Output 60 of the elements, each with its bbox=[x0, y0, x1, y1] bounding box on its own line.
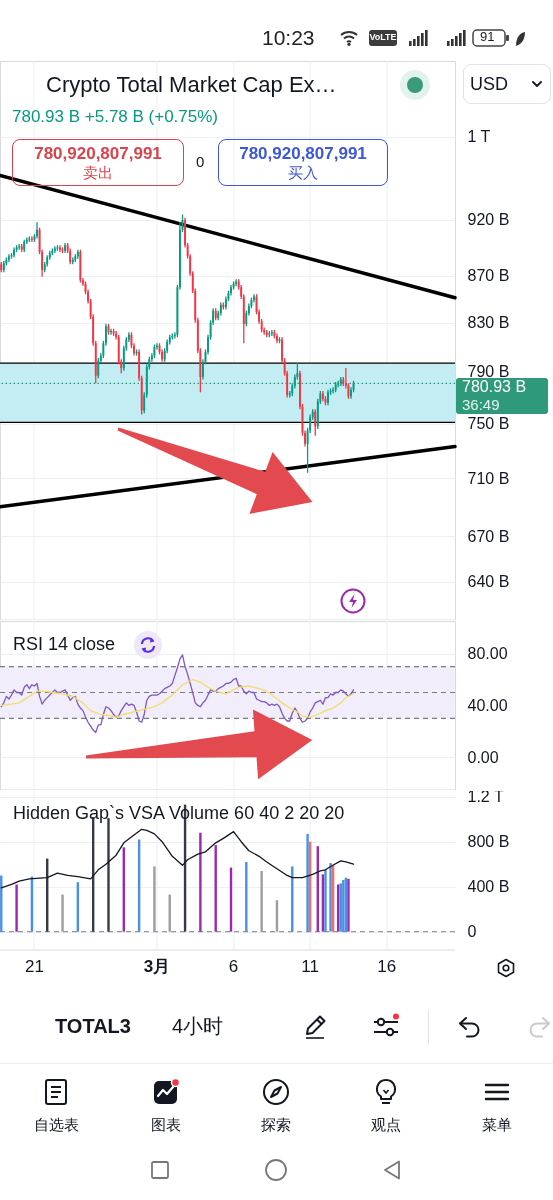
text: 91 bbox=[480, 29, 495, 45]
button[interactable]: 780,920,807,991 卖出 bbox=[12, 139, 184, 186]
text: 10:23 bbox=[262, 26, 315, 51]
text: TOTAL3 bbox=[55, 1015, 131, 1038]
ref-line-label: 780.93 B bbox=[462, 378, 527, 397]
candlestick bbox=[110, 328, 112, 336]
text: 36:49 bbox=[462, 396, 500, 414]
text: 4小时 bbox=[172, 1015, 224, 1038]
y-tick-label: 400 B bbox=[467, 878, 510, 896]
y-tick-label: 790 B bbox=[467, 363, 510, 381]
y-tick-label: 640 B bbox=[467, 573, 510, 591]
annotation: 780,920,807,991 bbox=[33, 144, 163, 164]
candlestick bbox=[59, 244, 61, 253]
candlestick bbox=[230, 284, 232, 297]
candlestick bbox=[97, 357, 100, 379]
candlestick bbox=[56, 244, 59, 252]
button[interactable]: 780,920,807,991 买入 bbox=[218, 139, 388, 186]
annotation: 买入 bbox=[287, 164, 319, 182]
y-tick-label: 830 B bbox=[467, 314, 510, 332]
annotation: 卖出 bbox=[82, 164, 114, 182]
text: 观点 bbox=[371, 1116, 401, 1134]
candlestick bbox=[7, 253, 10, 263]
candlestick bbox=[153, 343, 156, 359]
y-tick-label: 40.00 bbox=[467, 696, 508, 714]
text: RSI 14 close bbox=[13, 634, 116, 654]
y-tick-label: 670 B bbox=[467, 527, 510, 545]
y-tick-label: 710 B bbox=[467, 469, 510, 487]
text: 780.93 B +5.78 B (+0.75%) bbox=[12, 107, 219, 126]
y-tick-label: 0 bbox=[467, 923, 477, 941]
candlestick bbox=[135, 348, 138, 357]
annotation: 0 bbox=[196, 153, 205, 171]
y-tick-label: 0.00 bbox=[467, 748, 499, 766]
text: Crypto Total Market Cap Ex… bbox=[46, 72, 337, 97]
candlestick bbox=[112, 328, 115, 337]
text: 自选表 bbox=[33, 1116, 79, 1134]
y-tick-label: 800 B bbox=[467, 833, 510, 851]
text: VoLTE bbox=[369, 32, 397, 43]
x-tick-label: 6 bbox=[228, 957, 239, 976]
annotation: 780,920,807,991 bbox=[238, 144, 368, 164]
y-tick-label: 870 B bbox=[467, 267, 510, 285]
candlestick bbox=[13, 246, 15, 259]
line-series bbox=[0, 654, 355, 734]
candlestick bbox=[273, 329, 276, 340]
candlestick bbox=[276, 332, 278, 344]
x-tick-label: 3月 bbox=[143, 957, 171, 976]
text: 探索 bbox=[261, 1116, 291, 1134]
candlestick bbox=[36, 221, 38, 240]
y-tick-label: 750 B bbox=[467, 415, 510, 433]
x-tick-label: 11 bbox=[301, 957, 319, 976]
y-tick-label: 80.00 bbox=[467, 645, 508, 663]
candlestick bbox=[327, 389, 329, 406]
candlestick bbox=[332, 386, 335, 395]
y-tick-label: 1 T bbox=[467, 128, 491, 146]
dropdown[interactable]: USD bbox=[463, 64, 551, 104]
text: 菜单 bbox=[482, 1116, 512, 1134]
x-tick-label: 21 bbox=[25, 957, 44, 976]
y-tick-label: 920 B bbox=[467, 211, 510, 229]
text: 图表 bbox=[151, 1116, 181, 1134]
x-tick-label: 16 bbox=[377, 957, 397, 976]
y-tick-label: 1.2 T bbox=[467, 788, 504, 806]
